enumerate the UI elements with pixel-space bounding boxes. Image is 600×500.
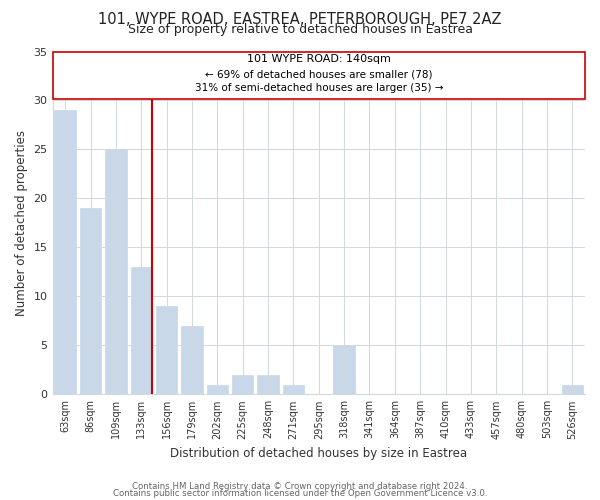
Text: ← 69% of detached houses are smaller (78): ← 69% of detached houses are smaller (78…	[205, 69, 433, 79]
Text: Size of property relative to detached houses in Eastrea: Size of property relative to detached ho…	[128, 22, 473, 36]
Bar	[206, 384, 228, 394]
Bar	[257, 374, 279, 394]
Bar	[283, 384, 304, 394]
X-axis label: Distribution of detached houses by size in Eastrea: Distribution of detached houses by size …	[170, 447, 467, 460]
Text: Contains public sector information licensed under the Open Government Licence v3: Contains public sector information licen…	[113, 489, 487, 498]
Bar	[55, 110, 76, 395]
Text: 101, WYPE ROAD, EASTREA, PETERBOROUGH, PE7 2AZ: 101, WYPE ROAD, EASTREA, PETERBOROUGH, P…	[98, 12, 502, 28]
Y-axis label: Number of detached properties: Number of detached properties	[15, 130, 28, 316]
Bar	[156, 306, 178, 394]
FancyBboxPatch shape	[53, 52, 585, 98]
Bar	[334, 346, 355, 395]
Text: 101 WYPE ROAD: 140sqm: 101 WYPE ROAD: 140sqm	[247, 54, 391, 64]
Bar	[131, 267, 152, 394]
Bar	[232, 374, 253, 394]
Bar	[562, 384, 583, 394]
Text: Contains HM Land Registry data © Crown copyright and database right 2024.: Contains HM Land Registry data © Crown c…	[132, 482, 468, 491]
Text: 31% of semi-detached houses are larger (35) →: 31% of semi-detached houses are larger (…	[194, 83, 443, 93]
Bar	[181, 326, 203, 394]
Bar	[80, 208, 101, 394]
Bar	[105, 150, 127, 394]
